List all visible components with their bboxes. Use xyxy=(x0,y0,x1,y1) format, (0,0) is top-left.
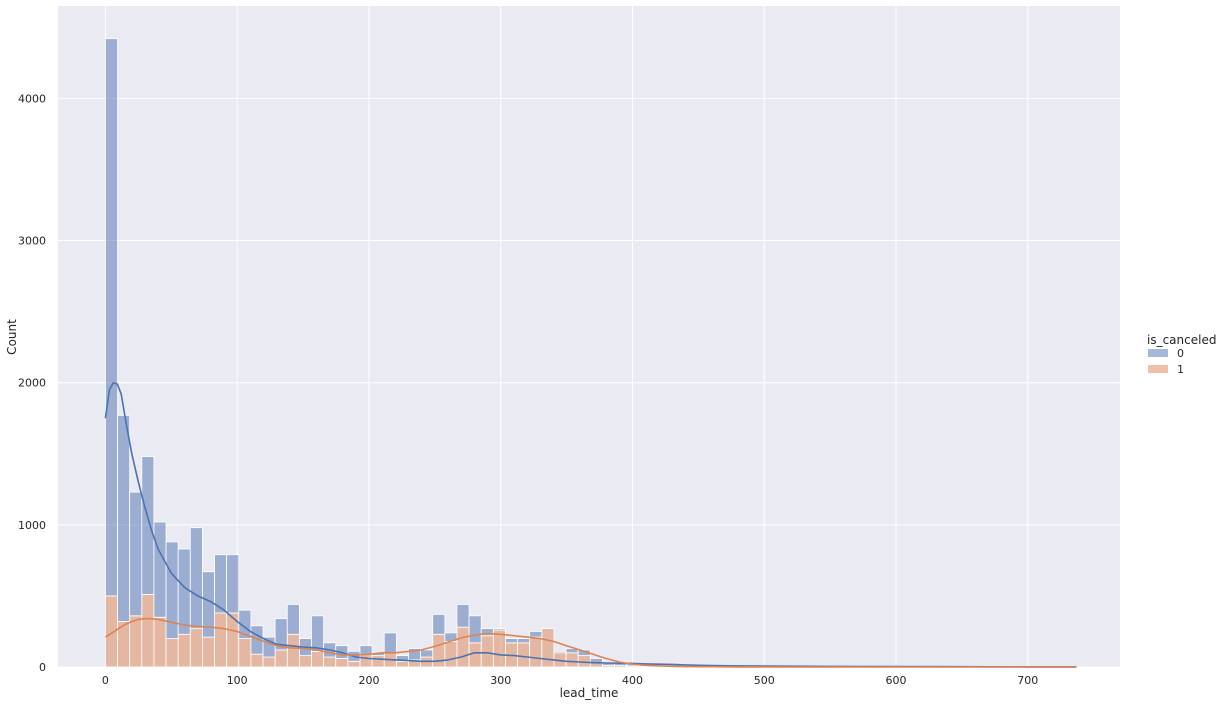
x-tick-label: 200 xyxy=(358,674,379,687)
bar-not-canceled xyxy=(178,549,190,634)
bar-canceled xyxy=(493,630,505,667)
bar-not-canceled xyxy=(190,528,202,629)
bar-canceled xyxy=(154,617,166,667)
bar-canceled xyxy=(336,658,348,667)
bar-not-canceled xyxy=(530,631,542,637)
bar-not-canceled xyxy=(118,415,130,621)
bar-not-canceled xyxy=(227,555,239,613)
legend-title: is_canceled xyxy=(1147,333,1216,347)
x-tick-label: 600 xyxy=(886,674,907,687)
y-tick-label: 1000 xyxy=(18,519,46,532)
bar-canceled xyxy=(275,650,287,667)
bar-canceled xyxy=(445,641,457,667)
bar-not-canceled xyxy=(287,604,299,634)
bar-canceled xyxy=(396,661,408,667)
bar-not-canceled xyxy=(263,637,275,657)
bar-canceled xyxy=(372,656,384,667)
bar-canceled xyxy=(469,643,481,667)
x-tick-label: 300 xyxy=(490,674,511,687)
bar-canceled xyxy=(105,596,117,667)
bar-not-canceled xyxy=(360,646,372,655)
bar-canceled xyxy=(312,651,324,667)
bar-not-canceled xyxy=(105,39,117,596)
legend-swatch-canceled xyxy=(1148,365,1168,373)
bar-canceled xyxy=(287,634,299,667)
x-axis-label: lead_time xyxy=(560,686,619,700)
bar-canceled xyxy=(215,613,227,667)
bar-canceled xyxy=(530,637,542,667)
bar-not-canceled xyxy=(421,650,433,657)
bar-canceled xyxy=(142,595,154,667)
bar-canceled xyxy=(239,639,251,667)
legend-swatch-not-canceled xyxy=(1148,349,1168,357)
x-tick-label: 500 xyxy=(754,674,775,687)
y-tick-label: 0 xyxy=(39,661,46,674)
bar-canceled xyxy=(190,629,202,667)
bar-not-canceled xyxy=(505,639,517,643)
bar-not-canceled xyxy=(518,639,530,643)
y-axis-ticks: 0 1000 2000 3000 4000 xyxy=(18,92,46,674)
bar-canceled xyxy=(324,657,336,667)
bar-not-canceled xyxy=(469,616,481,643)
legend-label-not-canceled: 0 xyxy=(1177,347,1184,360)
bar-canceled xyxy=(202,637,214,667)
bar-canceled xyxy=(360,654,372,667)
bar-canceled xyxy=(299,656,311,667)
bar-canceled xyxy=(518,643,530,667)
x-tick-label: 0 xyxy=(102,674,109,687)
bar-not-canceled xyxy=(130,492,142,616)
y-tick-label: 3000 xyxy=(18,235,46,248)
bar-not-canceled xyxy=(154,522,166,617)
y-axis-label: Count xyxy=(5,319,19,355)
bar-not-canceled xyxy=(457,604,469,627)
bar-not-canceled xyxy=(384,633,396,653)
bar-not-canceled xyxy=(493,629,505,630)
bar-canceled xyxy=(166,639,178,667)
bar-canceled xyxy=(481,636,493,667)
bar-canceled xyxy=(566,653,578,667)
legend: is_canceled 0 1 xyxy=(1147,333,1216,376)
bar-not-canceled xyxy=(433,614,445,634)
y-tick-label: 4000 xyxy=(18,92,46,105)
bar-canceled xyxy=(263,657,275,667)
bar-canceled xyxy=(542,629,554,667)
x-tick-label: 400 xyxy=(622,674,643,687)
y-tick-label: 2000 xyxy=(18,377,46,390)
legend-label-canceled: 1 xyxy=(1177,363,1184,376)
bar-canceled xyxy=(178,634,190,667)
bar-not-canceled xyxy=(312,616,324,652)
bar-canceled xyxy=(130,616,142,667)
x-tick-label: 100 xyxy=(227,674,248,687)
bar-canceled xyxy=(457,627,469,667)
bar-not-canceled xyxy=(142,457,154,595)
bar-canceled xyxy=(251,654,263,667)
bar-not-canceled xyxy=(554,651,566,652)
bar-canceled xyxy=(348,661,360,667)
x-tick-label: 700 xyxy=(1017,674,1038,687)
